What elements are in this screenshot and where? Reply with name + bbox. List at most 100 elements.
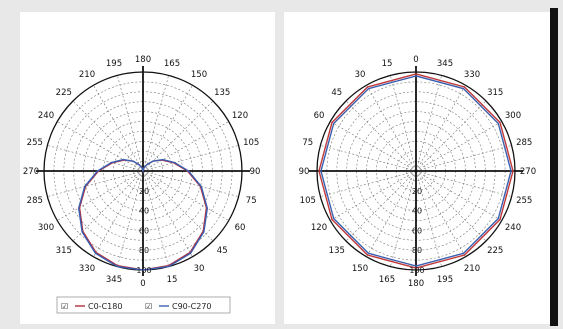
left-radial-labels: 20 40 60 80 100 xyxy=(136,187,151,275)
angle-tick-label: 270 xyxy=(23,167,39,177)
legend-label-0: C0-C180 xyxy=(88,302,122,311)
angle-tick-label: 180 xyxy=(408,279,424,289)
right-panel-background xyxy=(284,12,550,324)
left-grid xyxy=(36,66,250,276)
radial-tick-label: 100 xyxy=(409,266,424,275)
grid-spoke xyxy=(142,170,169,267)
grid-spoke xyxy=(47,145,144,172)
grid-spoke xyxy=(142,170,193,257)
angle-tick-label: 75 xyxy=(302,138,313,148)
left-angle-labels: 180 1651501351201059075604530150345330315… xyxy=(23,55,261,289)
right-curves xyxy=(318,73,514,269)
angle-tick-label: 60 xyxy=(235,223,246,233)
right-edge-bar xyxy=(550,8,558,326)
angle-tick-label: 135 xyxy=(214,88,230,98)
grid-spoke xyxy=(366,170,417,257)
angle-tick-label: 210 xyxy=(464,264,480,274)
grid-spoke xyxy=(366,85,417,172)
right-grid xyxy=(309,66,523,276)
angle-tick-label: 345 xyxy=(437,59,453,69)
grid-spoke xyxy=(47,170,144,197)
grid-spoke xyxy=(415,100,487,172)
right-radial-labels: 20 40 60 80 100 xyxy=(409,187,424,275)
series-curve-1 xyxy=(320,75,512,267)
grid-spoke xyxy=(415,75,442,172)
grid-spoke xyxy=(142,100,214,172)
angle-tick-label: 285 xyxy=(516,138,532,148)
grid-spoke xyxy=(415,145,512,172)
grid-spoke xyxy=(142,121,229,172)
grid-spoke xyxy=(142,145,239,172)
angle-tick-label: 45 xyxy=(217,246,228,256)
angle-tick-label: 330 xyxy=(79,264,95,274)
left-legend: ☑ C0-C180 ☑ C90-C270 xyxy=(56,296,231,314)
angle-tick-label: 30 xyxy=(194,264,205,274)
grid-spoke xyxy=(142,85,193,172)
radial-tick-label: 80 xyxy=(139,246,149,255)
angle-tick-label: 270 xyxy=(520,167,536,177)
angle-tick-label: 90 xyxy=(299,167,310,177)
angle-tick-label: 285 xyxy=(27,196,43,206)
legend-checkbox-icon: ☑ xyxy=(145,302,152,311)
angle-tick-label: 165 xyxy=(164,59,180,69)
angle-tick-label: 150 xyxy=(191,70,207,80)
legend-label-1: C90-C270 xyxy=(172,302,212,311)
grid-spoke xyxy=(117,170,144,267)
grid-spoke xyxy=(415,170,442,267)
left-curves xyxy=(77,158,209,271)
grid-spoke xyxy=(320,170,417,197)
grid-spoke xyxy=(142,75,169,172)
grid-spoke xyxy=(415,170,502,221)
angle-tick-label: 210 xyxy=(79,70,95,80)
series-curve-1 xyxy=(77,158,209,271)
radial-tick-label: 60 xyxy=(139,226,149,235)
angle-tick-label: 120 xyxy=(232,111,248,121)
grid-spoke xyxy=(390,75,417,172)
angle-tick-label: 30 xyxy=(355,70,366,80)
angle-tick-label: 180 xyxy=(135,55,151,65)
grid-spoke xyxy=(93,170,144,257)
angle-tick-label: 255 xyxy=(27,138,43,148)
grid-spoke xyxy=(57,170,144,221)
angle-tick-label: 300 xyxy=(505,111,521,121)
grid-spoke xyxy=(93,85,144,172)
angle-tick-label: 225 xyxy=(487,246,503,256)
grid-spoke xyxy=(142,170,214,242)
angle-tick-label: 345 xyxy=(106,275,122,285)
angle-tick-label: 120 xyxy=(311,223,327,233)
angle-tick-label: 105 xyxy=(300,196,316,206)
series-curve-0 xyxy=(318,73,514,269)
radial-tick-label: 100 xyxy=(136,266,151,275)
grid-spoke xyxy=(117,75,144,172)
radial-tick-label: 60 xyxy=(412,226,422,235)
grid-spoke xyxy=(57,121,144,172)
polar-chart-right: 20 40 60 80 100 0 345 330 315 300 285 270 255 240 225… xyxy=(284,12,550,324)
angle-tick-label: 75 xyxy=(246,196,257,206)
grid-spoke xyxy=(345,170,417,242)
radial-tick-label: 20 xyxy=(139,187,149,196)
radial-tick-label: 40 xyxy=(139,207,149,216)
angle-tick-label: 105 xyxy=(243,138,259,148)
angle-tick-label: 45 xyxy=(331,88,342,98)
grid-spoke xyxy=(142,170,229,221)
angle-tick-label: 135 xyxy=(329,246,345,256)
angle-tick-label: 90 xyxy=(250,167,261,177)
angle-tick-label: 240 xyxy=(38,111,54,121)
grid-spoke xyxy=(390,170,417,267)
grid-spoke xyxy=(142,170,239,197)
angle-tick-label: 15 xyxy=(382,59,393,69)
angle-tick-label: 60 xyxy=(314,111,325,121)
angle-tick-label: 300 xyxy=(38,223,54,233)
left-panel-background xyxy=(20,12,275,324)
angle-tick-label: 165 xyxy=(379,275,395,285)
angle-tick-label: 0 xyxy=(140,279,145,289)
grid-spoke xyxy=(320,145,417,172)
angle-tick-label: 240 xyxy=(505,223,521,233)
angle-tick-label: 315 xyxy=(487,88,503,98)
angle-tick-label: 150 xyxy=(352,264,368,274)
angle-tick-label: 15 xyxy=(167,275,178,285)
angle-tick-label: 315 xyxy=(56,246,72,256)
grid-spoke xyxy=(330,121,417,172)
